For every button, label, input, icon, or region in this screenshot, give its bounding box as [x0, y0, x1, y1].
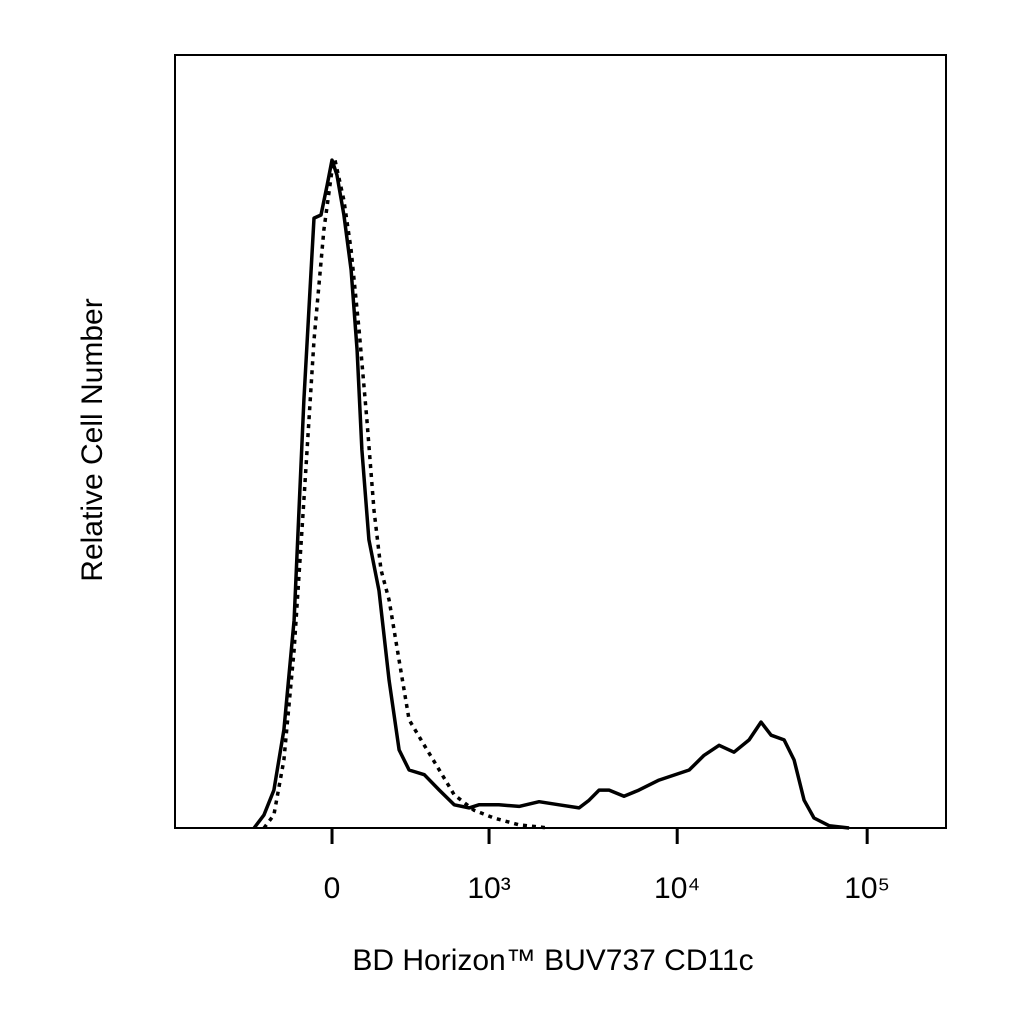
x-tick-label: 10⁵	[844, 872, 890, 905]
histogram-line	[252, 158, 850, 830]
x-tick-label: 0	[324, 872, 341, 905]
plot-frame	[174, 54, 947, 829]
x-tick-label: 10⁴	[654, 872, 700, 905]
x-tick-label: 10³	[467, 872, 510, 905]
y-axis-label: Relative Cell Number	[76, 298, 109, 581]
histogram-line	[262, 158, 550, 830]
x-axis-label: BD Horizon™ BUV737 CD11c	[352, 944, 753, 977]
